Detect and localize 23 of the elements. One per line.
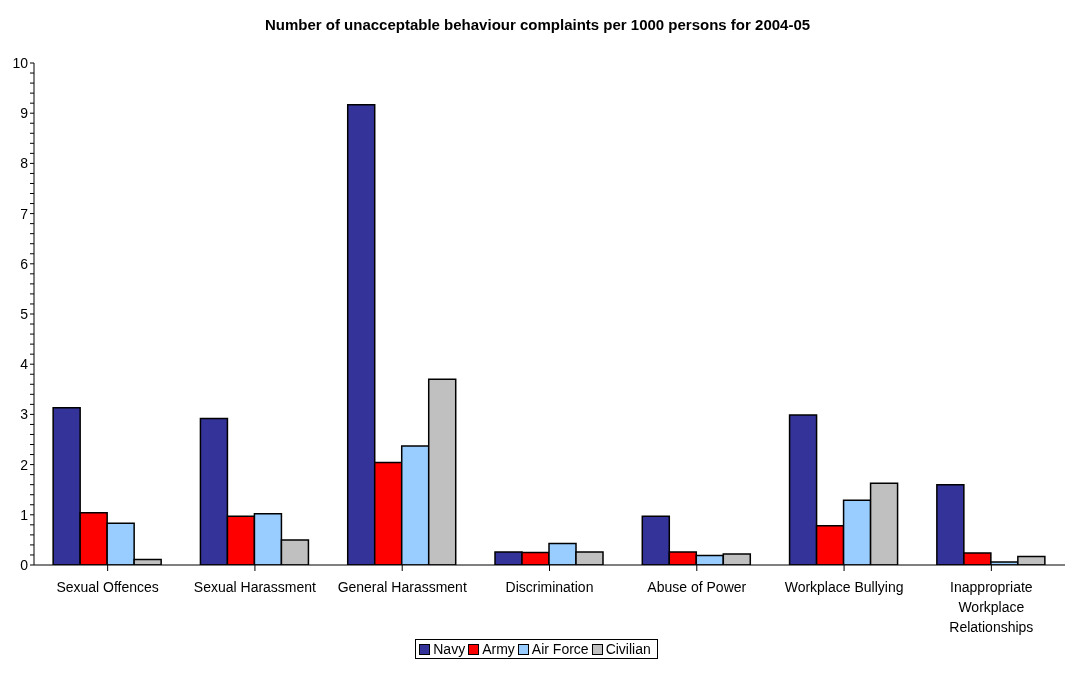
legend-label: Civilian <box>605 641 651 657</box>
legend-label: Army <box>482 641 515 657</box>
x-tick-label: Sexual Harassment <box>193 578 317 595</box>
legend-label: Navy <box>433 641 466 657</box>
y-tick-label: 3 <box>20 406 29 423</box>
legend-label: Air Force <box>531 641 589 657</box>
x-tick-label: Sexual Offences <box>56 578 159 595</box>
x-tick-label: Abuse of Power <box>647 578 747 595</box>
x-tick-label: Discrimination <box>505 578 594 595</box>
y-tick-label: 2 <box>20 456 29 473</box>
x-tick-label: Inappropriate Workplace Relationships <box>949 578 1034 636</box>
y-tick-label: 8 <box>20 155 29 172</box>
y-tick-label: 7 <box>20 205 29 222</box>
y-tick-label: 10 <box>12 54 29 71</box>
y-tick-label: 6 <box>20 255 29 272</box>
y-tick-label: 4 <box>20 356 29 373</box>
y-tick-label: 1 <box>20 506 29 523</box>
y-tick-label: 0 <box>20 556 29 573</box>
y-tick-label: 9 <box>20 105 29 122</box>
x-tick-label: Workplace Bullying <box>784 578 904 595</box>
x-tick-label: General Harassment <box>337 578 467 595</box>
y-tick-label: 5 <box>20 305 29 322</box>
chart-title: Number of unacceptable behaviour complaints per 1000 persons for 2004-05 <box>263 16 812 33</box>
